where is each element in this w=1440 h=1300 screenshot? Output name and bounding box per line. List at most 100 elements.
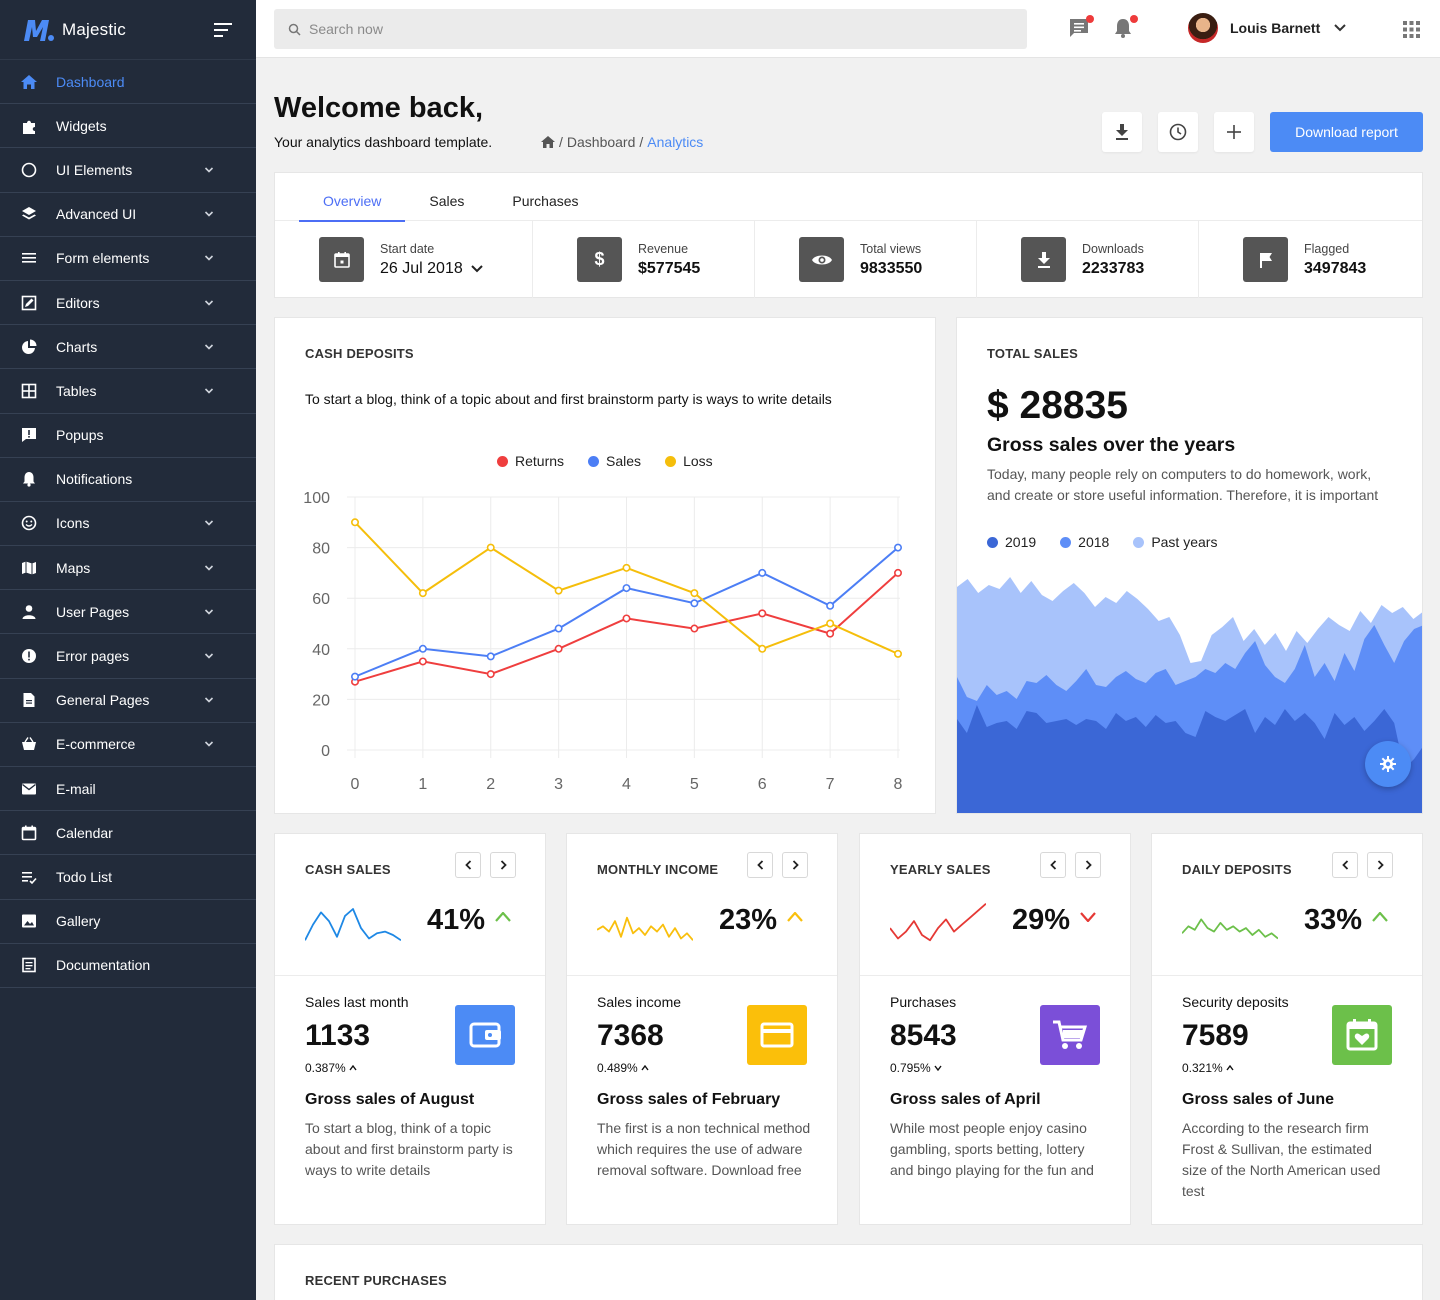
sidebar-item-label: E-mail (56, 780, 96, 797)
sidebar-item-error-pages[interactable]: Error pages (0, 634, 256, 679)
prev-button[interactable] (1040, 852, 1066, 878)
brand[interactable]: Majestic (0, 0, 256, 60)
messages-button[interactable] (1068, 15, 1094, 41)
y-tick-label: 60 (312, 591, 330, 608)
card-title: MONTHLY INCOME (597, 862, 719, 877)
chevron-down-icon (204, 520, 214, 527)
credit-card-icon (747, 1005, 807, 1065)
apps-grid-icon[interactable] (1403, 21, 1420, 38)
sidebar-item-popups[interactable]: Popups (0, 414, 256, 458)
sidebar-item-dashboard[interactable]: Dashboard (0, 60, 256, 105)
stat-icon-box (1021, 237, 1066, 282)
stat-value: 3497843 (1304, 259, 1367, 277)
sidebar-item-maps[interactable]: Maps (0, 546, 256, 591)
prev-button[interactable] (455, 852, 481, 878)
history-button[interactable] (1158, 112, 1198, 152)
sidebar-item-todo-list[interactable]: Todo List (0, 855, 256, 900)
tab-overview[interactable]: Overview (299, 173, 406, 222)
data-point (826, 601, 835, 610)
sidebar-item-calendar[interactable]: Calendar (0, 811, 256, 856)
search-box[interactable] (274, 9, 1027, 49)
metric-label: Security deposits (1182, 994, 1289, 1010)
mail-icon (20, 780, 38, 798)
sidebar-item-e-mail[interactable]: E-mail (0, 767, 256, 812)
sidebar-item-advanced-ui[interactable]: Advanced UI (0, 193, 256, 237)
chevron-down-icon (204, 211, 214, 217)
add-button[interactable] (1214, 112, 1254, 152)
chevron-right-icon (1377, 860, 1384, 870)
calendar-icon (333, 251, 350, 268)
chevron-down-icon (204, 741, 214, 748)
breadcrumb-dashboard[interactable]: Dashboard (566, 134, 636, 150)
sparkline (890, 903, 986, 942)
user-menu[interactable]: Louis Barnett (1188, 13, 1346, 43)
sidebar-item-documentation[interactable]: Documentation (0, 944, 256, 988)
download-icon (1116, 124, 1128, 140)
stat-start-date[interactable]: Start date 26 Jul 2018 (275, 221, 533, 298)
recent-purchases-card: RECENT PURCHASES (274, 1244, 1423, 1300)
alert-message-icon (20, 426, 38, 444)
next-button[interactable] (1367, 852, 1393, 878)
card-bottom: Security deposits 7589 0.321% Gross sales o… (1152, 976, 1422, 1225)
page-title: Welcome back, (274, 92, 484, 124)
metric-change-value: 0.489% (597, 1061, 638, 1075)
settings-fab[interactable] (1365, 741, 1411, 787)
download-report-button[interactable]: Download report (1270, 112, 1423, 152)
sidebar-item-ui-elements[interactable]: UI Elements (0, 148, 256, 193)
next-button[interactable] (490, 852, 516, 878)
sidebar-item-tables[interactable]: Tables (0, 369, 256, 414)
chevron-down-icon (204, 167, 214, 173)
legend-item[interactable]: Loss (665, 453, 713, 469)
chevron-right-icon (1085, 860, 1092, 870)
circle-icon (20, 161, 38, 179)
sidebar-item-notifications[interactable]: Notifications (0, 458, 256, 502)
legend-item[interactable]: 2019 (987, 534, 1036, 550)
next-button[interactable] (1075, 852, 1101, 878)
sidebar-item-widgets[interactable]: Widgets (0, 104, 256, 149)
sidebar-nav: Dashboard Widgets UI Elements Advanced UI Fo… (0, 60, 256, 988)
cash-deposits-card: CASH DEPOSITS To start a blog, think of … (274, 317, 936, 814)
legend-item[interactable]: Past years (1133, 534, 1217, 550)
breadcrumb-separator: / (639, 134, 644, 150)
sidebar-item-gallery[interactable]: Gallery (0, 900, 256, 944)
total-sales-card: TOTAL SALES $ 28835 Gross sales over the… (956, 317, 1423, 814)
download-button[interactable] (1102, 112, 1142, 152)
tab-purchases[interactable]: Purchases (512, 193, 579, 209)
brand-logo-icon (24, 19, 54, 41)
sidebar-item-e-commerce[interactable]: E-commerce (0, 723, 256, 767)
x-tick-label: 6 (758, 776, 767, 793)
card-top: MONTHLY INCOME 23% (567, 834, 837, 976)
notifications-button[interactable] (1112, 15, 1138, 41)
data-point (418, 657, 427, 666)
next-button[interactable] (782, 852, 808, 878)
search-input[interactable] (309, 21, 909, 37)
breadcrumb-current[interactable]: Analytics (647, 134, 704, 150)
legend-item[interactable]: Returns (497, 453, 564, 469)
sidebar-item-user-pages[interactable]: User Pages (0, 590, 256, 635)
legend-item[interactable]: 2018 (1060, 534, 1109, 550)
stat-icon-box: $ (577, 237, 622, 282)
start-date-select[interactable]: 26 Jul 2018 (380, 260, 483, 278)
chevron-down-icon (204, 299, 214, 306)
error-icon (20, 647, 38, 665)
sidebar-item-charts[interactable]: Charts (0, 325, 256, 370)
sidebar-item-icons[interactable]: Icons (0, 502, 256, 547)
data-point (758, 568, 767, 577)
sidebar-item-general-pages[interactable]: General Pages (0, 679, 256, 723)
sidebar-item-form-elements[interactable]: Form elements (0, 237, 256, 281)
sidebar-item-label: Todo List (56, 868, 113, 885)
chevron-down-icon (204, 255, 214, 261)
prev-button[interactable] (1332, 852, 1358, 878)
data-point (554, 624, 563, 633)
card-title: CASH SALES (305, 862, 391, 877)
sidebar-item-editors[interactable]: Editors (0, 281, 256, 326)
home-icon[interactable] (541, 136, 555, 148)
stats-card: Overview Sales Purchases Start date 26 J… (274, 172, 1423, 298)
bell-icon (20, 470, 38, 488)
tab-sales[interactable]: Sales (429, 193, 465, 209)
notifications-badge (1130, 15, 1138, 23)
stat-value: 2233783 (1082, 259, 1145, 277)
prev-button[interactable] (747, 852, 773, 878)
legend-item[interactable]: Sales (588, 453, 641, 469)
menu-toggle-icon[interactable] (214, 22, 234, 37)
